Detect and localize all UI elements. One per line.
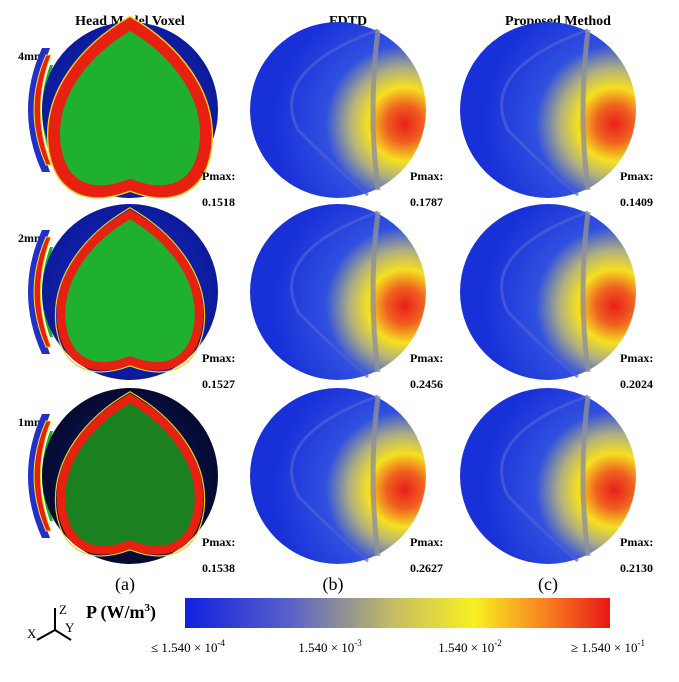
colorbar-tick-label: ≤ 1.540 × 10-4 — [151, 638, 225, 655]
axis-x: X — [27, 626, 37, 641]
pmax-value: 0.2024 — [620, 377, 653, 391]
heart-edge — [54, 207, 206, 373]
pmax-value: 0.1787 — [410, 195, 443, 209]
pmax-label: Pmax: — [202, 169, 235, 183]
subfigure-label: (a) — [115, 574, 135, 595]
tick-exp: -2 — [494, 638, 502, 648]
field-sphere — [460, 22, 636, 198]
pmax-label: Pmax: — [410, 169, 443, 183]
subfigure-label: (b) — [323, 574, 344, 595]
colorbar-tick-label: 1.540 × 10-3 — [298, 638, 362, 655]
cut-rim — [580, 29, 591, 191]
heart-outer — [56, 393, 204, 555]
axis-arrow — [36, 629, 56, 641]
slice-green — [42, 247, 53, 337]
axis-y: Y — [65, 620, 75, 635]
title-sup: 3 — [145, 602, 151, 614]
slice — [28, 48, 53, 172]
field-sphere — [460, 388, 636, 564]
cut-face — [290, 394, 379, 563]
pmax-label: Pmax: — [410, 351, 443, 365]
colorbar-title: P (W/m3) — [86, 602, 156, 623]
slice-outer — [28, 414, 50, 538]
title-main: P (W/m — [86, 602, 145, 623]
axis-z: Z — [59, 602, 67, 617]
colorbar-tick-label: 1.540 × 10-2 — [438, 638, 502, 655]
cut-rim — [370, 211, 381, 373]
tick-base: 1.540 × 10 — [581, 640, 637, 655]
slice-green — [42, 65, 53, 155]
cut-face — [290, 28, 379, 197]
tick-exp: -4 — [217, 638, 225, 648]
tick-exp: -1 — [637, 638, 645, 648]
cut-face — [290, 210, 379, 379]
cut-rim — [580, 395, 591, 557]
slice — [28, 230, 53, 354]
pmax-value: 0.1527 — [202, 377, 235, 391]
heart — [46, 15, 214, 199]
tick-exp: -3 — [354, 638, 362, 648]
slice-red — [33, 420, 52, 532]
cut-face — [500, 210, 589, 379]
subfigure-label: (c) — [538, 574, 558, 595]
tick-base: 1.540 × 10 — [298, 640, 354, 655]
field-sphere — [460, 204, 636, 380]
colorbar-tick-label: ≥ 1.540 × 10-1 — [571, 638, 645, 655]
heart-edge — [54, 391, 206, 557]
title-end: ) — [150, 602, 156, 623]
pmax-label: Pmax: — [620, 535, 653, 549]
pmax-value: 0.1409 — [620, 195, 653, 209]
slice-red — [33, 236, 52, 348]
pmax-label: Pmax: — [620, 351, 653, 365]
cut-rim — [370, 29, 381, 191]
pmax-value: 0.1518 — [202, 195, 235, 209]
heart-outer — [56, 209, 204, 371]
pmax-label: Pmax: — [410, 535, 443, 549]
heart — [54, 391, 206, 557]
pmax-value: 0.2456 — [410, 377, 443, 391]
pmax-label: Pmax: — [202, 535, 235, 549]
field-sphere — [250, 204, 426, 380]
tick-base: 1.540 × 10 — [161, 640, 217, 655]
cut-rim — [580, 211, 591, 373]
field-sphere — [250, 388, 426, 564]
tick-prefix: ≥ — [571, 640, 581, 655]
slice-outer — [28, 48, 50, 172]
tick-base: 1.540 × 10 — [438, 640, 494, 655]
cut-face — [500, 28, 589, 197]
slice — [28, 414, 53, 538]
cut-rim — [370, 395, 381, 557]
heart-edge — [46, 15, 214, 199]
slice-green — [42, 431, 53, 521]
tick-prefix: ≤ — [151, 640, 161, 655]
slice-outer — [28, 230, 50, 354]
slice-red — [33, 54, 52, 166]
cut-face — [500, 394, 589, 563]
heart — [54, 207, 206, 373]
pmax-value: 0.2627 — [410, 561, 443, 575]
pmax-value: 0.1538 — [202, 561, 235, 575]
axis-arrow — [54, 629, 72, 641]
heart-outer — [47, 16, 213, 198]
pmax-value: 0.2130 — [620, 561, 653, 575]
pmax-label: Pmax: — [620, 169, 653, 183]
colorbar — [185, 598, 610, 628]
field-sphere — [250, 22, 426, 198]
pmax-label: Pmax: — [202, 351, 235, 365]
